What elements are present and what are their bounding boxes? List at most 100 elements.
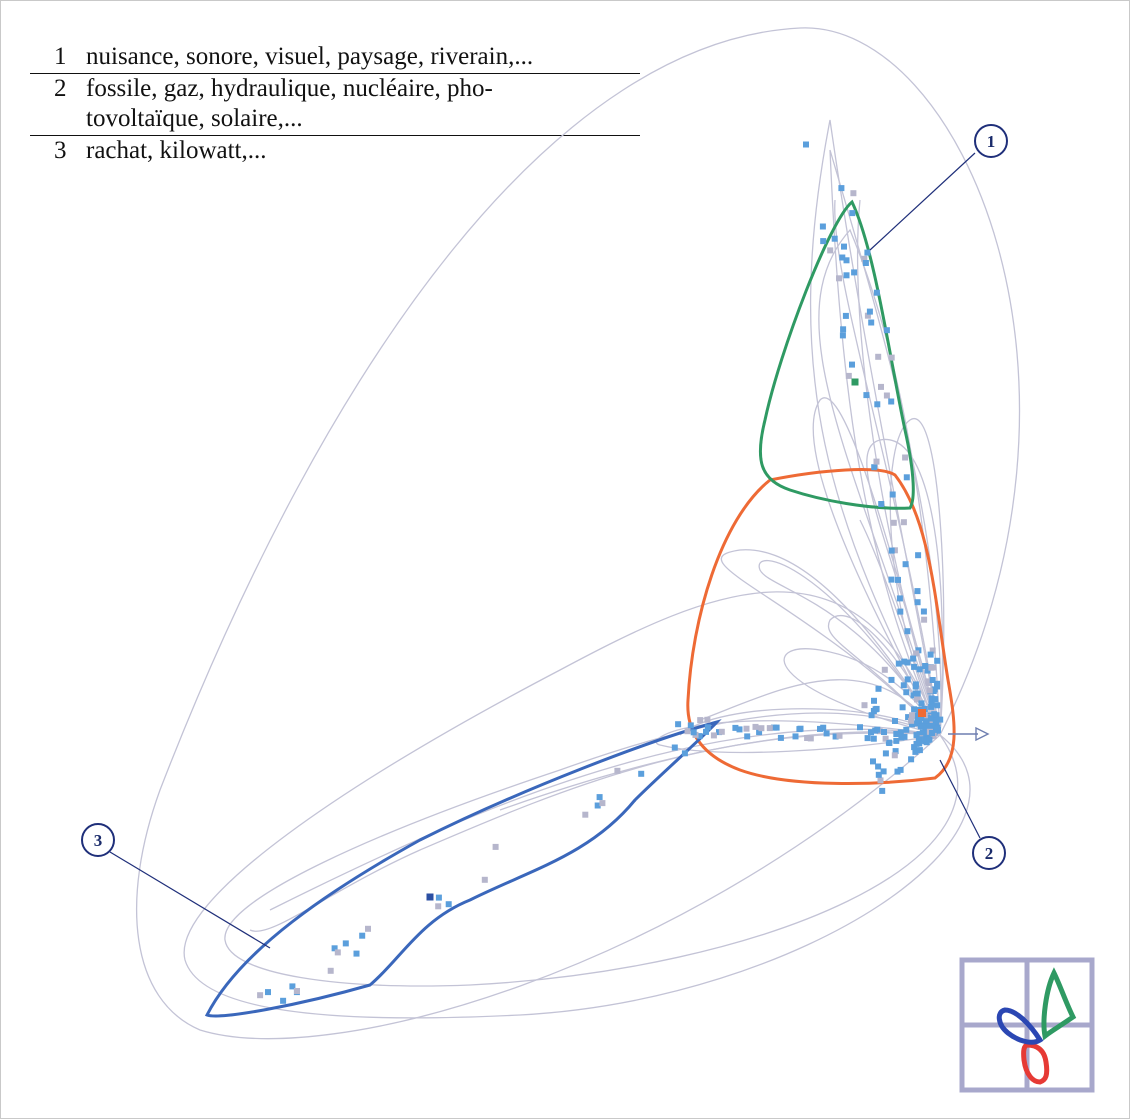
term-point bbox=[928, 664, 935, 671]
term-point bbox=[819, 223, 826, 230]
callout-1: 1 bbox=[869, 124, 1008, 251]
term-points bbox=[257, 141, 944, 1004]
term-point bbox=[803, 141, 809, 148]
term-point bbox=[843, 257, 850, 264]
term-point bbox=[888, 576, 895, 583]
term-point bbox=[863, 392, 870, 399]
legend-row-2-continued: tovoltaïque, solaire,... bbox=[30, 104, 640, 134]
term-point bbox=[879, 787, 886, 794]
term-point bbox=[289, 983, 296, 990]
term-point bbox=[934, 702, 941, 709]
term-point bbox=[839, 332, 846, 339]
term-point bbox=[840, 326, 847, 333]
term-point bbox=[934, 680, 941, 687]
term-point bbox=[929, 647, 936, 654]
term-point bbox=[886, 740, 893, 746]
term-point bbox=[893, 737, 900, 744]
term-point bbox=[868, 729, 874, 736]
term-point bbox=[492, 843, 499, 850]
term-point bbox=[342, 940, 349, 947]
term-point bbox=[426, 893, 434, 901]
term-point bbox=[900, 682, 907, 689]
term-point bbox=[904, 676, 911, 683]
term-point bbox=[922, 717, 929, 724]
term-point bbox=[916, 666, 923, 673]
term-point bbox=[878, 383, 884, 390]
term-point bbox=[874, 726, 881, 733]
callout-2: 2 bbox=[939, 759, 1006, 870]
term-point bbox=[687, 722, 694, 729]
term-point bbox=[904, 659, 911, 666]
term-point bbox=[920, 608, 927, 615]
term-point bbox=[909, 721, 915, 728]
legend-terms: tovoltaïque, solaire,... bbox=[86, 105, 303, 132]
term-point bbox=[265, 989, 271, 996]
term-point bbox=[823, 730, 830, 737]
term-point bbox=[744, 733, 751, 740]
term-point bbox=[893, 731, 900, 737]
term-point bbox=[445, 901, 452, 908]
term-point bbox=[792, 733, 799, 740]
term-point bbox=[892, 718, 898, 724]
term-point bbox=[870, 758, 876, 765]
term-point bbox=[881, 729, 887, 735]
term-point bbox=[873, 705, 880, 712]
term-point bbox=[873, 289, 880, 296]
term-point bbox=[895, 576, 901, 583]
arrow-right-icon bbox=[948, 726, 990, 742]
term-point bbox=[766, 725, 773, 732]
term-point bbox=[930, 688, 937, 694]
term-point bbox=[918, 709, 926, 717]
term-point bbox=[331, 945, 338, 952]
term-point bbox=[921, 616, 928, 623]
term-point bbox=[638, 770, 645, 777]
term-point bbox=[891, 547, 898, 554]
term-point bbox=[866, 308, 873, 315]
term-point bbox=[903, 689, 910, 696]
term-point bbox=[915, 552, 922, 559]
term-point bbox=[910, 692, 917, 699]
term-point bbox=[911, 663, 918, 670]
term-point bbox=[897, 729, 904, 736]
term-point bbox=[916, 740, 923, 747]
term-point bbox=[838, 185, 845, 192]
term-point bbox=[918, 700, 925, 707]
term-point bbox=[817, 725, 823, 732]
callout-label-1: 1 bbox=[987, 132, 996, 151]
term-point bbox=[927, 715, 934, 722]
term-point bbox=[916, 736, 923, 743]
term-point bbox=[773, 724, 780, 731]
term-point bbox=[684, 728, 691, 735]
term-point bbox=[902, 454, 909, 461]
term-point bbox=[875, 353, 882, 360]
term-point bbox=[898, 734, 905, 741]
term-point bbox=[850, 190, 857, 197]
term-point bbox=[902, 561, 909, 568]
term-point bbox=[911, 744, 918, 751]
term-point bbox=[839, 254, 846, 261]
term-point bbox=[899, 704, 906, 711]
term-point bbox=[934, 657, 941, 664]
term-point bbox=[671, 744, 678, 751]
term-point bbox=[925, 680, 932, 686]
term-point bbox=[917, 723, 924, 730]
term-point bbox=[882, 735, 889, 742]
term-point bbox=[903, 474, 910, 481]
term-point bbox=[804, 735, 811, 741]
term-point bbox=[690, 729, 697, 736]
term-point bbox=[919, 729, 926, 736]
callout-label-3: 3 bbox=[94, 831, 103, 850]
term-point bbox=[777, 734, 784, 741]
term-point bbox=[756, 729, 763, 736]
term-point bbox=[937, 716, 944, 723]
term-point bbox=[353, 950, 360, 957]
term-point bbox=[864, 249, 871, 256]
term-point bbox=[929, 677, 936, 683]
term-point bbox=[736, 726, 743, 733]
term-point bbox=[732, 724, 739, 731]
term-point bbox=[851, 269, 858, 276]
term-point bbox=[892, 748, 899, 755]
term-point bbox=[881, 666, 888, 673]
legend-row-2: 2 fossile, gaz, hydraulique, nucléaire, … bbox=[30, 74, 640, 104]
